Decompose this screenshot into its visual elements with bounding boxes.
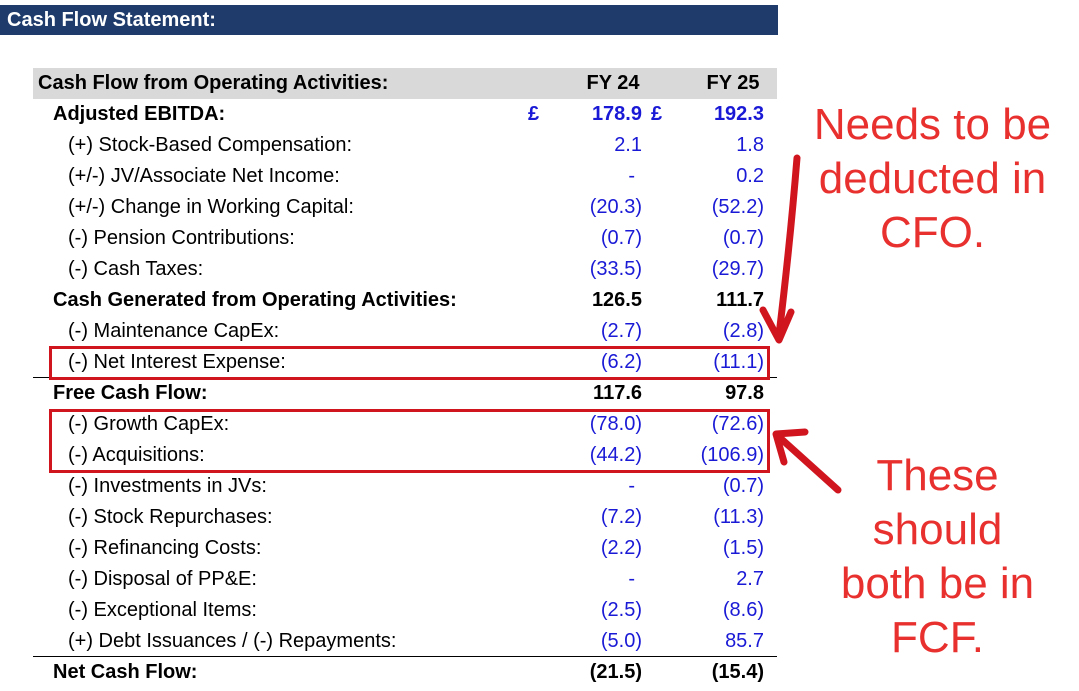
annotation-line: These xyxy=(876,451,999,500)
column-header-fy24: FY 24 xyxy=(586,72,640,94)
column-header-fy25: FY 25 xyxy=(706,72,760,94)
statement-title: Cash Flow Statement: xyxy=(0,5,778,35)
row-label: (+/-) JV/Associate Net Income: xyxy=(68,165,340,187)
value-fy25: 0.2 xyxy=(736,165,764,187)
table-row: (-) Pension Contributions: (0.7) (0.7) xyxy=(0,223,790,254)
row-label: (+) Stock-Based Compensation: xyxy=(68,134,353,156)
section-header: Cash Flow from Operating Activities: FY … xyxy=(33,68,777,99)
row-label: (+/-) Change in Working Capital: xyxy=(68,196,354,218)
row-label: (-) Acquisitions: xyxy=(68,444,205,466)
annotation-line: FCF. xyxy=(891,613,984,662)
table-row: (-) Stock Repurchases: (7.2) (11.3) xyxy=(0,502,790,533)
table-row: Cash Generated from Operating Activities… xyxy=(0,285,790,316)
value-fy25: 111.7 xyxy=(716,289,764,311)
table-row: (-) Cash Taxes: (33.5) (29.7) xyxy=(0,254,790,285)
value-fy24: (5.0) xyxy=(600,630,642,652)
value-fy24: 117.6 xyxy=(593,382,642,404)
row-label: (-) Disposal of PP&E: xyxy=(68,568,257,590)
row-label: Free Cash Flow: xyxy=(53,382,208,404)
value-fy25: (15.4) xyxy=(711,661,764,683)
row-label: (-) Growth CapEx: xyxy=(68,413,230,435)
row-label: Net Cash Flow: xyxy=(53,661,198,683)
table-row: (-) Net Interest Expense: (6.2) (11.1) xyxy=(0,347,790,378)
table-row: (-) Maintenance CapEx: (2.7) (2.8) xyxy=(0,316,790,347)
value-fy25: (2.8) xyxy=(722,320,764,342)
row-label: Adjusted EBITDA: xyxy=(53,103,226,125)
table-row: (-) Exceptional Items: (2.5) (8.6) xyxy=(0,595,790,626)
highlight-box-net-interest xyxy=(49,346,770,380)
value-fy24: (0.7) xyxy=(600,227,642,249)
value-fy25: (106.9) xyxy=(700,444,764,466)
value-fy25: (0.7) xyxy=(722,227,764,249)
value-fy24: - xyxy=(628,475,635,497)
value-fy24: (44.2) xyxy=(589,444,642,466)
currency-symbol: £ xyxy=(651,103,663,125)
row-label: (+) Debt Issuances / (-) Repayments: xyxy=(68,630,397,652)
annotation-line: Needs to be xyxy=(813,100,1052,149)
value-fy25: 192.3 xyxy=(713,103,764,125)
value-fy24: (2.5) xyxy=(600,599,642,621)
table-row: (+) Debt Issuances / (-) Repayments: (5.0… xyxy=(0,626,790,657)
table-row: (+/-) Change in Working Capital: (20.3) (5… xyxy=(0,192,790,223)
value-fy24: (6.2) xyxy=(600,351,642,373)
highlight-box-growth-acquisitions xyxy=(49,409,770,473)
annotation-line: should xyxy=(872,505,1003,554)
table-row: Free Cash Flow: 117.6 97.8 xyxy=(0,378,790,409)
value-fy25: (8.6) xyxy=(722,599,764,621)
currency-symbol: £ xyxy=(528,103,540,125)
value-fy24: 126.5 xyxy=(591,289,642,311)
table-row: (-) Disposal of PP&E: - 2.7 xyxy=(0,564,790,595)
table-row: Adjusted EBITDA: £ £178.9 192.3 xyxy=(0,99,790,130)
arrow-to-net-interest xyxy=(759,154,801,344)
section-label: Cash Flow from Operating Activities: xyxy=(38,72,389,94)
table-row: (+/-) JV/Associate Net Income: - 0.2 xyxy=(0,161,790,192)
divider-line xyxy=(33,656,777,657)
row-label: (-) Net Interest Expense: xyxy=(68,351,286,373)
annotation-fcf: These should both be in FCF. xyxy=(800,449,1075,665)
row-label: (-) Exceptional Items: xyxy=(68,599,257,621)
value-fy24: (2.7) xyxy=(600,320,642,342)
annotation-cfo: Needs to be deducted in CFO. xyxy=(790,98,1075,260)
row-label: Cash Generated from Operating Activities… xyxy=(53,289,457,311)
table-row: (+) Stock-Based Compensation: 2.1 1.8 xyxy=(0,130,790,161)
row-label: (-) Investments in JVs: xyxy=(68,475,267,497)
row-label: (-) Refinancing Costs: xyxy=(68,537,262,559)
annotation-line: deducted in xyxy=(818,154,1047,203)
value-fy24: (33.5) xyxy=(589,258,642,280)
row-label: (-) Maintenance CapEx: xyxy=(68,320,280,342)
value-fy25: (0.7) xyxy=(722,475,764,497)
value-fy24: (78.0) xyxy=(589,413,642,435)
table-row: Net Cash Flow: (21.5) (15.4) xyxy=(0,657,790,688)
table-row: (-) Acquisitions: (44.2) (106.9) xyxy=(0,440,790,471)
annotation-line: CFO. xyxy=(879,208,986,257)
value-fy25: 1.8 xyxy=(736,134,764,156)
value-fy25: 97.8 xyxy=(725,382,764,404)
table-row: (-) Growth CapEx: (78.0) (72.6) xyxy=(0,409,790,440)
value-fy25: (11.1) xyxy=(713,351,764,373)
value-fy24: (7.2) xyxy=(600,506,642,528)
row-label: (-) Pension Contributions: xyxy=(68,227,295,249)
arrow-to-growth-box xyxy=(772,428,842,494)
value-fy25: (29.7) xyxy=(711,258,764,280)
value-fy25: (72.6) xyxy=(711,413,764,435)
cash-flow-table: Adjusted EBITDA: £ £178.9 192.3 (+) Stock-Ba… xyxy=(0,99,790,688)
row-label: (-) Cash Taxes: xyxy=(68,258,204,280)
value-fy24: 178.9 xyxy=(591,103,642,125)
value-fy25: (52.2) xyxy=(711,196,764,218)
value-fy25: (11.3) xyxy=(713,506,764,528)
value-fy24: - xyxy=(628,165,635,187)
value-fy24: (2.2) xyxy=(600,537,642,559)
table-row: (-) Refinancing Costs: (2.2) (1.5) xyxy=(0,533,790,564)
table-row: (-) Investments in JVs: - (0.7) xyxy=(0,471,790,502)
value-fy24: (21.5) xyxy=(589,661,642,683)
row-label: (-) Stock Repurchases: xyxy=(68,506,273,528)
value-fy25: (1.5) xyxy=(722,537,764,559)
value-fy24: (20.3) xyxy=(589,196,642,218)
annotation-line: both be in xyxy=(840,559,1035,608)
value-fy24: - xyxy=(628,568,635,590)
value-fy24: 2.1 xyxy=(614,134,642,156)
value-fy25: 2.7 xyxy=(736,568,764,590)
value-fy25: 85.7 xyxy=(725,630,764,652)
